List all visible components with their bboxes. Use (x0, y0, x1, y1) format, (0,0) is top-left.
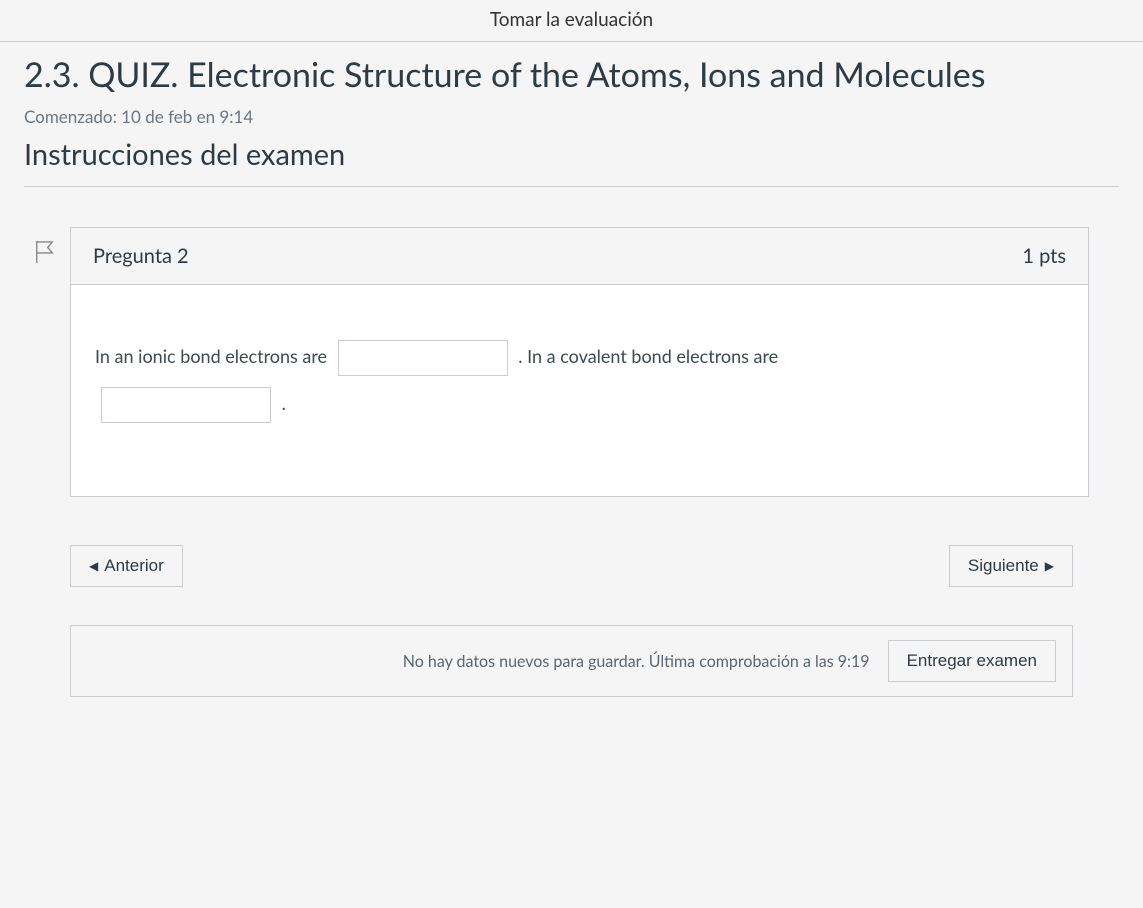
submit-exam-button[interactable]: Entregar examen (888, 640, 1056, 682)
question-header: Pregunta 2 1 pts (71, 228, 1088, 285)
flag-icon[interactable] (34, 239, 56, 265)
footer-bar: No hay datos nuevos para guardar. Última… (70, 625, 1073, 697)
blank-input-1[interactable] (338, 340, 508, 376)
question-text-part3: . (282, 392, 286, 414)
blank-input-2[interactable] (101, 387, 271, 423)
prev-button-label: Anterior (104, 556, 164, 576)
submit-exam-label: Entregar examen (907, 651, 1037, 671)
started-timestamp: Comenzado: 10 de feb en 9:14 (24, 106, 1119, 127)
question-card: Pregunta 2 1 pts In an ionic bond electr… (70, 227, 1089, 498)
quiz-title: 2.3. QUIZ. Electronic Structure of the A… (24, 52, 1119, 98)
main-content: 2.3. QUIZ. Electronic Structure of the A… (0, 42, 1143, 697)
question-points: 1 pts (1022, 244, 1066, 268)
prev-button[interactable]: ◀ Anterior (70, 545, 183, 587)
question-text-part1: In an ionic bond electrons are (95, 345, 327, 367)
top-breadcrumb: Tomar la evaluación (0, 0, 1143, 42)
save-status-text: No hay datos nuevos para guardar. Última… (403, 652, 870, 671)
next-button-label: Siguiente (968, 556, 1039, 576)
chevron-right-icon: ▶ (1045, 559, 1054, 573)
nav-row: ◀ Anterior Siguiente ▶ (70, 545, 1073, 587)
question-area: Pregunta 2 1 pts In an ionic bond electr… (24, 227, 1119, 498)
question-number-label: Pregunta 2 (93, 244, 189, 268)
top-breadcrumb-label: Tomar la evaluación (490, 8, 653, 31)
question-body: In an ionic bond electrons are . In a co… (71, 285, 1088, 497)
divider (24, 186, 1119, 187)
chevron-left-icon: ◀ (89, 559, 98, 573)
next-button[interactable]: Siguiente ▶ (949, 545, 1073, 587)
instructions-heading: Instrucciones del examen (24, 137, 1119, 172)
question-text-part2: . In a covalent bond electrons are (518, 345, 778, 367)
